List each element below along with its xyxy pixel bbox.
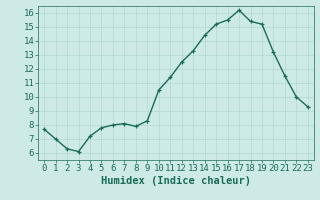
X-axis label: Humidex (Indice chaleur): Humidex (Indice chaleur) <box>101 176 251 186</box>
